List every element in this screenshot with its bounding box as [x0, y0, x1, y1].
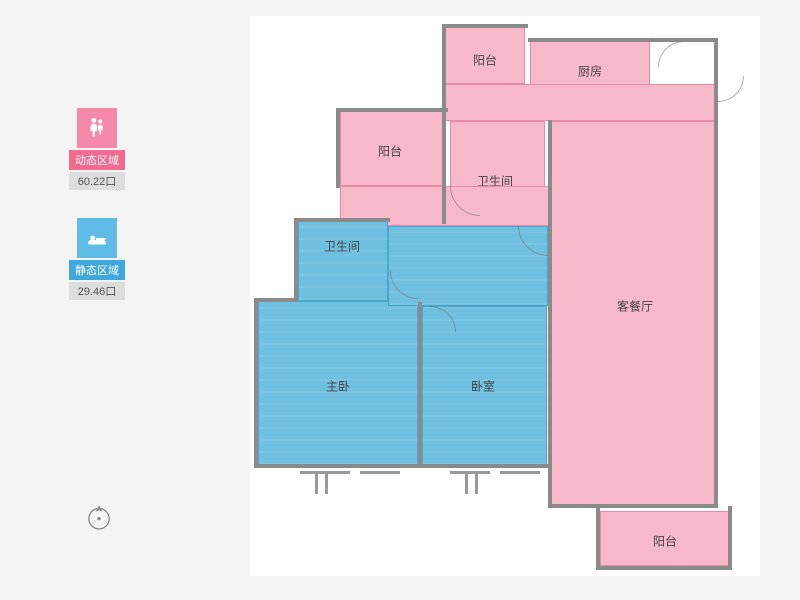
wall-3 [442, 24, 528, 28]
wall-8 [254, 464, 550, 468]
wall-10 [294, 218, 298, 302]
legend-dynamic-value: 60.22口 [69, 172, 125, 190]
sleep-icon [77, 218, 117, 258]
wall-9 [254, 298, 296, 302]
wall-14 [596, 506, 600, 570]
legend-item-dynamic: 动态区域 60.22口 [62, 108, 132, 190]
wall-1 [336, 108, 448, 112]
room-label-balcony-top: 阳台 [473, 52, 497, 69]
legend-panel: 动态区域 60.22口 静态区域 29.46口 [62, 108, 132, 328]
window-mark-2 [450, 471, 490, 474]
wall-0 [336, 108, 340, 188]
floorplan-container: 阳台厨房阳台卫生间客餐厅卫生间主卧卧室阳台 [250, 16, 760, 576]
room-label-bedroom: 卧室 [471, 378, 495, 395]
legend-static-value: 29.46口 [69, 282, 125, 300]
room-bathroom-blue [298, 221, 388, 301]
room-label-master-bedroom: 主卧 [326, 378, 350, 395]
wall-12 [418, 302, 422, 466]
room-label-living-dining: 客餐厅 [617, 298, 653, 315]
window-mark-5 [325, 474, 328, 494]
wall-2 [442, 24, 446, 224]
wall-15 [596, 566, 732, 570]
window-mark-7 [475, 474, 478, 494]
wall-5 [714, 38, 718, 508]
legend-item-static: 静态区域 29.46口 [62, 218, 132, 300]
window-mark-6 [465, 474, 468, 494]
window-mark-3 [500, 471, 540, 474]
wall-11 [294, 218, 390, 222]
room-label-balcony-left: 阳台 [378, 143, 402, 160]
people-icon [77, 108, 117, 148]
room-living-upper [445, 84, 715, 121]
room-label-balcony-bottom: 阳台 [653, 533, 677, 550]
window-mark-1 [360, 471, 400, 474]
window-mark-4 [315, 474, 318, 494]
wall-13 [548, 504, 718, 508]
wall-16 [728, 506, 732, 570]
wall-7 [254, 298, 258, 468]
room-label-bathroom-blue: 卫生间 [324, 238, 360, 255]
legend-dynamic-label: 动态区域 [69, 150, 125, 170]
legend-static-label: 静态区域 [69, 260, 125, 280]
door-arc-3 [658, 41, 684, 67]
wall-4 [528, 38, 718, 42]
compass-icon [82, 500, 116, 539]
wall-6 [548, 120, 552, 508]
door-arc-4 [718, 76, 744, 102]
room-label-kitchen: 厨房 [578, 63, 602, 80]
